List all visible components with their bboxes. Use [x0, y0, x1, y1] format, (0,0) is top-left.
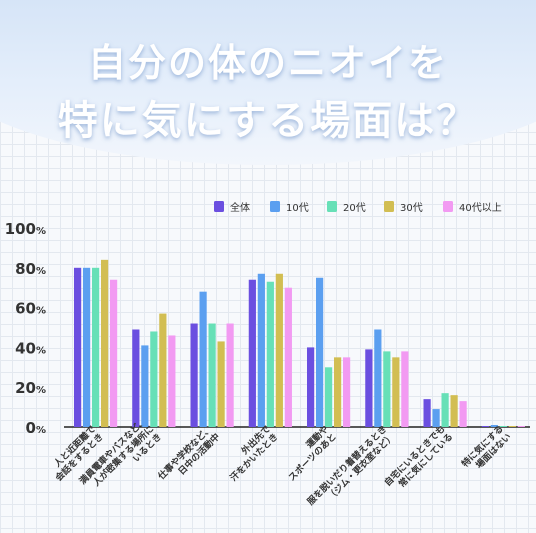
bar — [208, 323, 216, 427]
bar — [168, 335, 176, 427]
bar — [284, 287, 292, 427]
bar — [441, 393, 449, 427]
bar — [248, 279, 256, 427]
header-background — [0, 0, 536, 165]
bar — [159, 313, 167, 427]
bar — [423, 399, 431, 427]
legend-label: 40代以上 — [459, 202, 502, 214]
bar — [325, 367, 333, 427]
bar — [83, 267, 91, 427]
y-tick-label: 20% — [15, 379, 46, 397]
bar — [401, 351, 409, 427]
bar — [110, 279, 118, 427]
legend-swatch — [384, 201, 394, 212]
legend-label: 全体 — [230, 201, 250, 214]
bar — [307, 347, 315, 427]
title-line-2: 特に気にする場面は？ — [57, 98, 479, 144]
y-tick-label: 100% — [5, 220, 46, 238]
bar — [275, 273, 283, 427]
bar — [266, 281, 274, 427]
bar — [508, 426, 516, 427]
bar — [517, 426, 525, 427]
legend-swatch — [327, 201, 337, 212]
legend-label: 10代 — [286, 202, 309, 214]
bar — [343, 357, 351, 427]
category-label: 外出先で汗をかいたとき — [220, 423, 281, 484]
bar — [481, 426, 489, 427]
legend-swatch — [270, 201, 280, 212]
title-line-1: 自分の体のニオイを — [87, 41, 448, 85]
legend-swatch — [214, 201, 224, 212]
bar — [334, 357, 342, 427]
bar — [374, 329, 382, 427]
bar — [141, 345, 149, 427]
category-label: 特に気にする場面はない — [459, 423, 514, 478]
category-label: 自宅にいるときでも常に気にしている — [382, 423, 456, 497]
bar — [392, 357, 400, 427]
category-label: 運動やスポーツのあと — [278, 423, 339, 484]
bar — [92, 267, 100, 427]
y-tick-label: 80% — [15, 260, 46, 278]
bar — [365, 349, 373, 427]
bar — [499, 426, 507, 427]
bar — [132, 329, 140, 427]
bar — [459, 401, 467, 427]
y-tick-label: 60% — [15, 300, 46, 318]
bar — [101, 259, 109, 427]
category-label: 仕事や学校など、日中の活動中 — [155, 423, 223, 491]
legend-swatch — [443, 201, 453, 212]
legend-label: 30代 — [400, 202, 423, 214]
legend-label: 20代 — [343, 202, 366, 214]
bar — [383, 351, 391, 427]
bar — [226, 323, 234, 427]
bar — [217, 341, 225, 427]
bar — [257, 273, 265, 427]
y-tick-label: 0% — [26, 419, 46, 437]
bar — [190, 323, 198, 427]
bar — [150, 331, 158, 427]
bar — [74, 267, 82, 427]
bar — [490, 425, 498, 427]
bar — [316, 277, 324, 427]
y-tick-label: 40% — [15, 339, 46, 357]
bar — [450, 395, 458, 427]
bar — [199, 291, 207, 427]
bar — [432, 409, 440, 427]
